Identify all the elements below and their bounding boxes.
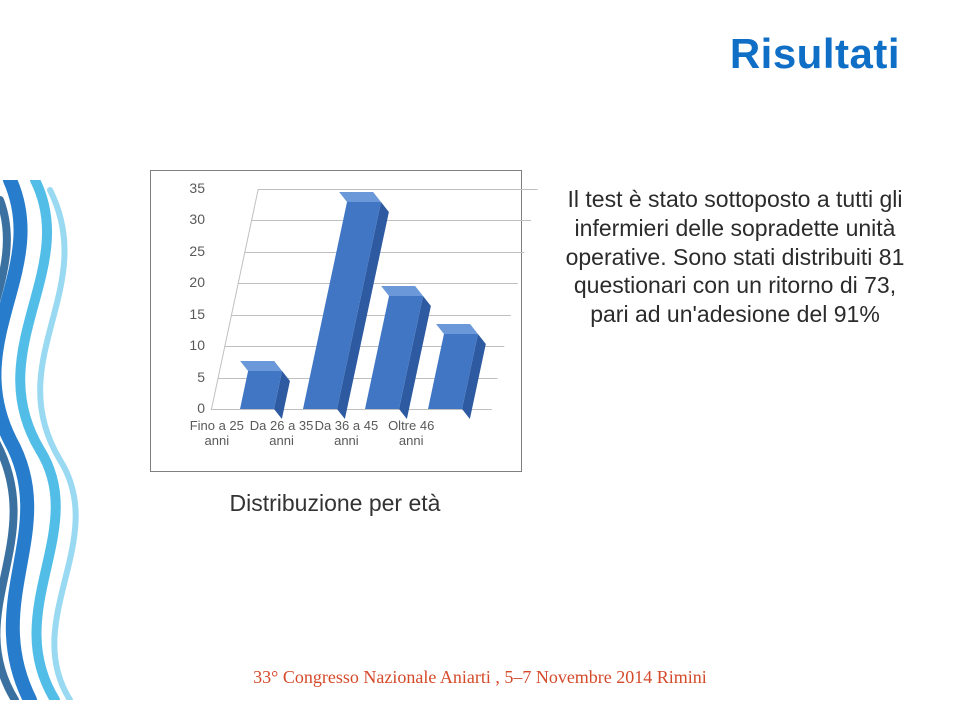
y-tick: 30 [173, 211, 205, 227]
y-tick: 20 [173, 274, 205, 290]
description-text: Il test è stato sottoposto a tutti gli i… [560, 185, 910, 329]
x-label: Fino a 25 anni [182, 419, 252, 449]
chart-subtitle: Distribuzione per età [150, 490, 520, 517]
y-tick: 0 [173, 400, 205, 416]
page-title: Risultati [730, 30, 900, 78]
footer-text: 33° Congresso Nazionale Aniarti , 5–7 No… [0, 667, 960, 688]
y-tick: 5 [173, 369, 205, 385]
age-distribution-chart: 0 5 10 15 20 25 30 35 Fino a 25 anniDa 26 a 35 … [150, 170, 522, 472]
y-tick: 15 [173, 306, 205, 322]
x-label: Da 36 a 45 anni [311, 419, 381, 449]
bar [240, 371, 282, 409]
x-label: Oltre 46 anni [376, 419, 446, 449]
y-tick: 10 [173, 337, 205, 353]
decor-swirl [0, 180, 120, 700]
y-tick: 25 [173, 243, 205, 259]
y-tick: 35 [173, 180, 205, 196]
x-label: Da 26 a 35 anni [247, 419, 317, 449]
